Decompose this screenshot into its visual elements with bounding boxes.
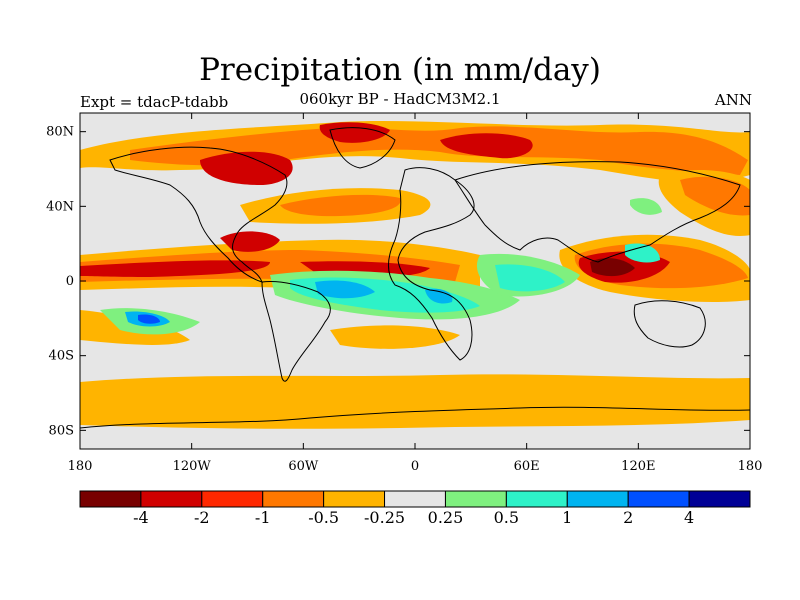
x-tick-label: 180	[68, 459, 93, 474]
colorbar-label: 1	[562, 508, 572, 527]
anomaly-region	[590, 258, 635, 277]
anomaly-region	[80, 260, 270, 277]
plot-title: Precipitation (in mm/day)	[199, 52, 601, 88]
colorbar-swatch	[384, 490, 446, 508]
y-tick-label: 40N	[46, 199, 74, 214]
colorbar-label: -0.25	[364, 508, 405, 527]
x-tick-label: 60E	[514, 459, 540, 474]
anomaly-region	[138, 314, 160, 324]
coastline-asia	[454, 161, 741, 263]
x-tick-label: 120E	[621, 459, 655, 474]
colorbar-label: -0.5	[308, 508, 339, 527]
coastline-greenland	[329, 127, 396, 169]
colorbar-swatch	[688, 490, 751, 508]
y-tick-label: 80S	[49, 423, 74, 438]
coastline-north-america	[109, 146, 288, 283]
y-tick-label: 40S	[49, 349, 74, 364]
colorbar-swatch	[79, 490, 142, 508]
y-tick-label: 0	[66, 274, 74, 289]
x-tick-label: 120W	[173, 459, 212, 474]
anomaly-region	[630, 198, 662, 215]
colorbar-label: 4	[684, 508, 694, 527]
anomaly-region	[130, 126, 748, 175]
colorbar-swatch	[323, 490, 386, 508]
anomaly-region	[425, 288, 453, 304]
colorbar-label: -2	[194, 508, 210, 527]
anomaly-region	[200, 151, 293, 185]
colorbar-swatch	[201, 490, 264, 508]
colorbar-swatch	[627, 490, 690, 508]
colorbar-label: -4	[133, 508, 149, 527]
x-tick-label: 0	[411, 459, 419, 474]
colorbar-label: 0.25	[428, 508, 464, 527]
anomaly-region	[680, 176, 750, 216]
colorbar-label: 2	[623, 508, 633, 527]
anomaly-region	[440, 133, 533, 159]
colorbar-swatch	[262, 490, 325, 508]
plot-subtitle: 060kyr BP - HadCM3M2.1	[299, 90, 501, 108]
precip-anomaly-field	[80, 121, 750, 429]
coastlines	[80, 127, 750, 429]
anomaly-region	[319, 122, 390, 143]
anomaly-region	[625, 243, 660, 263]
colorbar-swatch	[444, 490, 507, 508]
colorbar: -4 -2 -1 -0.5 -0.25 0.25 0.5 1 2 4	[79, 490, 751, 527]
season-label: ANN	[714, 91, 752, 109]
experiment-label: Expt = tdacP-tdabb	[80, 93, 229, 111]
x-tick-label: 180	[738, 459, 763, 474]
anomaly-region	[495, 264, 565, 292]
colorbar-swatch	[140, 490, 203, 508]
colorbar-swatch	[505, 490, 568, 508]
coastline-australia	[633, 300, 706, 348]
colorbar-swatch	[566, 490, 629, 508]
coastline-south-america	[261, 281, 331, 382]
x-tick-label: 60W	[288, 459, 319, 474]
colorbar-label: -1	[255, 508, 271, 527]
anomaly-region	[80, 374, 750, 429]
coastline-europe-africa	[388, 167, 475, 361]
longitude-axis: 180 120W 60W 0 60E 120E 180	[68, 113, 763, 474]
y-tick-label: 80N	[46, 125, 74, 140]
coastline-antarctica	[80, 406, 750, 429]
latitude-axis: 80N 40N 0 40S 80S	[46, 125, 750, 438]
colorbar-label: 0.5	[494, 508, 519, 527]
anomaly-region	[330, 325, 460, 349]
anomaly-region	[280, 194, 401, 217]
anomaly-region	[315, 280, 375, 299]
